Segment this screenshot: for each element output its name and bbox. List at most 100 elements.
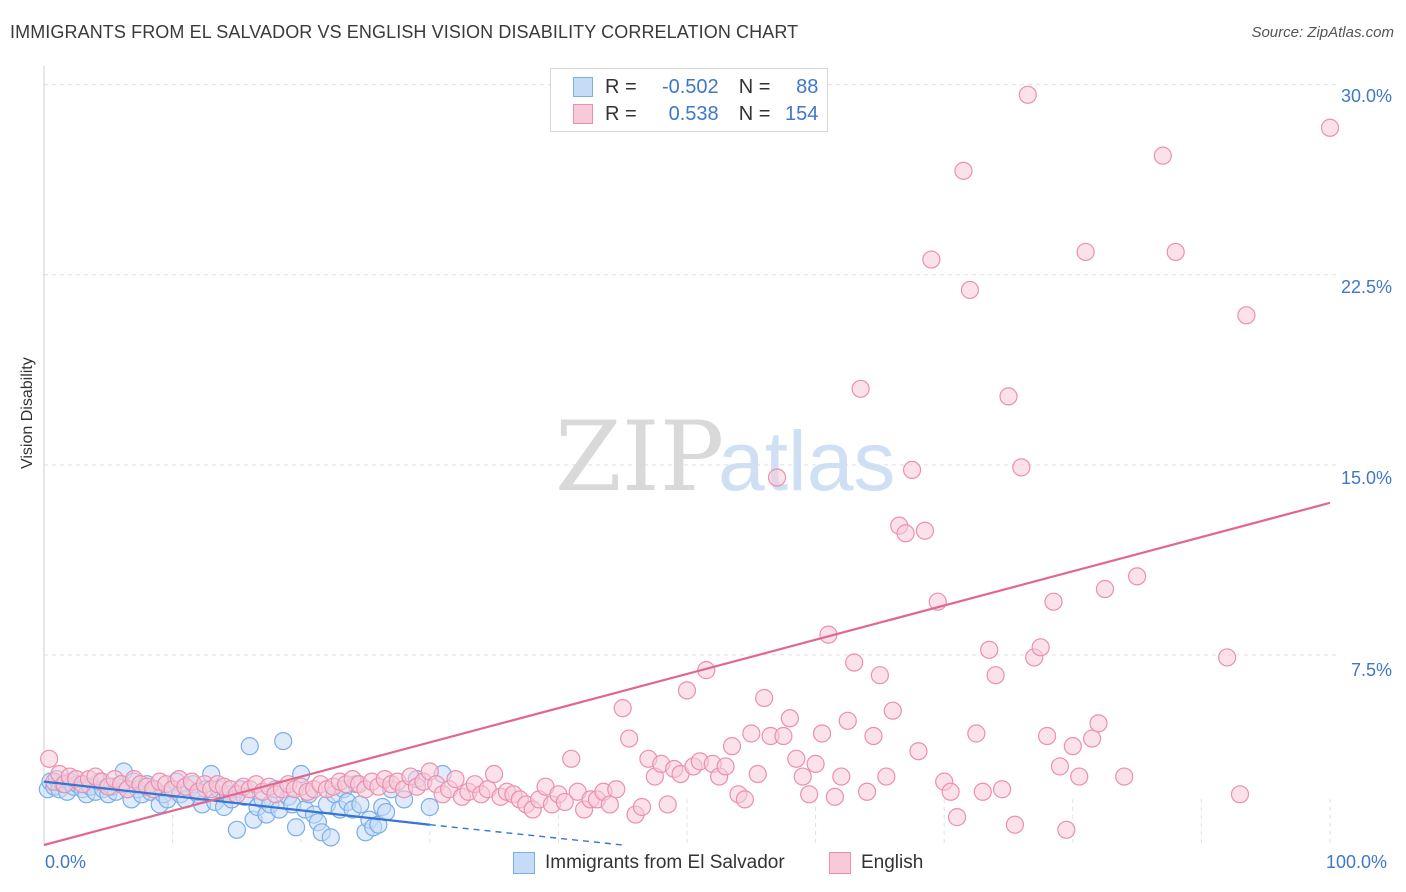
data-point: [1031, 638, 1050, 657]
y-tick-label: 22.5%: [1340, 277, 1392, 297]
data-point: [864, 726, 883, 746]
data-point: [992, 780, 1012, 799]
data-point: [607, 780, 626, 799]
data-point: [755, 688, 774, 708]
data-point: [1166, 242, 1185, 262]
bottom-legend-swatch: [513, 852, 535, 874]
data-point: [767, 468, 787, 487]
data-point: [1057, 820, 1076, 839]
data-point: [376, 802, 396, 822]
data-point: [613, 699, 632, 718]
data-point: [735, 790, 754, 809]
data-point: [883, 701, 902, 720]
data-point: [806, 754, 825, 773]
data-point: [915, 521, 935, 540]
data-point: [446, 770, 465, 789]
data-point: [1018, 85, 1037, 104]
data-point: [748, 764, 767, 784]
data-point: [716, 757, 735, 776]
data-point: [658, 795, 677, 814]
data-point: [954, 161, 973, 180]
data-point: [960, 280, 980, 300]
data-point: [838, 711, 857, 730]
legend-n-value: 88: [796, 75, 819, 98]
legend-r-label: R =: [605, 102, 637, 125]
data-point: [902, 460, 922, 480]
series-english-points: [40, 85, 1340, 839]
data-point: [1044, 592, 1063, 611]
x-tick-label: 100.0%: [1326, 852, 1388, 872]
legend-r-label: R =: [605, 75, 637, 98]
data-point: [774, 726, 793, 746]
legend-swatch-english: [573, 104, 593, 124]
grid-lines: [43, 66, 1338, 845]
legend-r-value: -0.502: [661, 75, 719, 98]
trend-line-extension: [429, 824, 623, 846]
data-point: [1037, 726, 1057, 746]
data-point: [321, 828, 340, 847]
legend-swatch-el-salvador: [573, 77, 593, 97]
data-point: [40, 749, 59, 768]
data-point: [1005, 815, 1025, 834]
watermark-zip: ZIP: [555, 401, 724, 513]
watermark-atlas: atlas: [718, 414, 895, 508]
data-point: [947, 808, 967, 827]
legend-n-label: N =: [738, 75, 771, 98]
legend-row-english: R = 0.538 N = 154: [573, 103, 818, 125]
data-point: [780, 709, 799, 728]
bottom-legend-english: English: [829, 852, 923, 874]
data-point: [986, 666, 1005, 685]
data-point: [922, 250, 941, 269]
data-point: [742, 724, 761, 743]
data-point: [286, 818, 306, 837]
data-point: [967, 724, 986, 743]
data-point: [620, 729, 639, 748]
data-point: [1095, 579, 1115, 599]
data-point: [832, 767, 851, 786]
data-point: [851, 379, 870, 398]
trend-lines: [43, 501, 1331, 847]
data-point: [1063, 737, 1082, 756]
data-point: [600, 795, 619, 814]
y-tick-label: 30.0%: [1340, 86, 1392, 106]
legend-n-value: 154: [785, 102, 819, 125]
bottom-legend-label: English: [861, 852, 924, 873]
y-tick-label: 15.0%: [1340, 468, 1392, 488]
data-point: [240, 737, 259, 756]
data-point: [941, 782, 960, 801]
watermark: ZIP atlas: [555, 401, 895, 513]
data-point: [1012, 458, 1031, 477]
trend-line: [43, 780, 430, 826]
data-point: [812, 724, 832, 743]
chart-title: IMMIGRANTS FROM EL SALVADOR VS ENGLISH V…: [10, 22, 799, 42]
legend: R = -0.502 N = 88 R = 0.538 N = 154: [550, 68, 828, 132]
legend-row-el-salvador: R = -0.502 N = 88: [573, 76, 818, 98]
data-point: [1237, 306, 1256, 325]
data-point: [825, 787, 844, 806]
data-point: [870, 666, 890, 685]
legend-r-value: 0.538: [668, 102, 719, 125]
data-point: [1089, 714, 1108, 733]
data-point: [1076, 242, 1095, 262]
data-point: [1050, 757, 1070, 776]
data-point: [800, 785, 819, 804]
bottom-legend-label: Immigrants from El Salvador: [545, 852, 785, 873]
data-point: [227, 820, 246, 839]
data-point: [420, 797, 439, 817]
data-point: [351, 795, 370, 814]
data-point: [1320, 118, 1340, 137]
data-point: [1218, 648, 1237, 667]
y-tick-label: 7.5%: [1350, 660, 1392, 680]
data-point: [1070, 767, 1089, 786]
data-point: [999, 387, 1018, 406]
data-point: [845, 653, 864, 672]
data-point: [632, 797, 652, 817]
trend-line: [43, 501, 1331, 847]
data-point: [980, 640, 999, 659]
legend-n-label: N =: [738, 102, 771, 125]
data-point: [896, 524, 915, 543]
bottom-legend: Immigrants from El Salvador English: [0, 852, 1406, 878]
data-point: [909, 742, 928, 761]
data-point: [793, 767, 812, 786]
